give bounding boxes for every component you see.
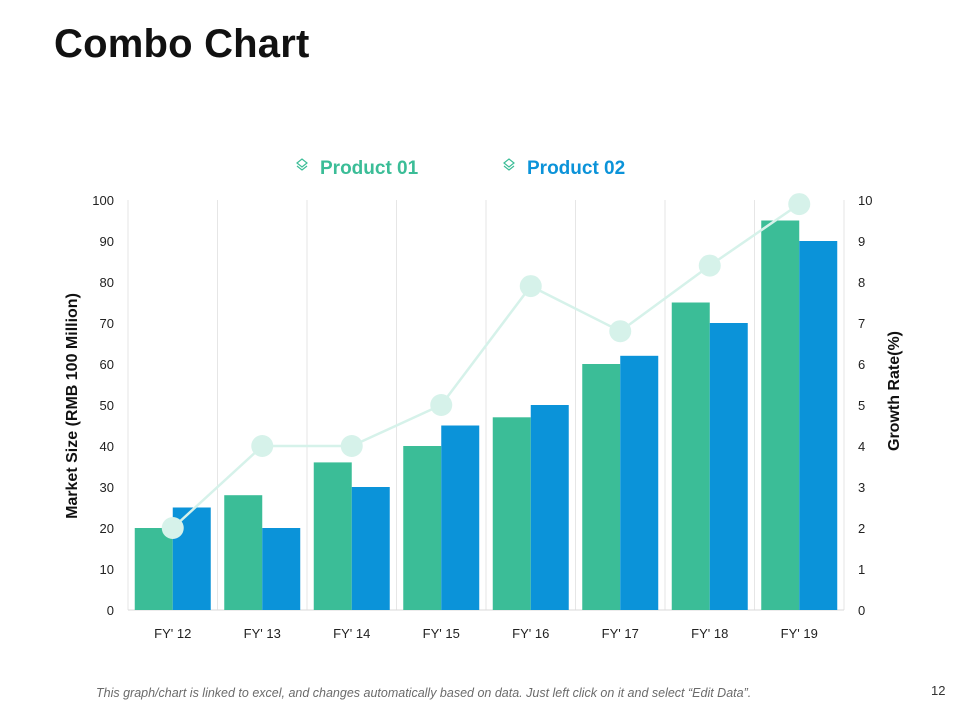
bar-series (134, 220, 838, 610)
page-number: 12 (931, 683, 946, 698)
y-tick-label: 50 (100, 398, 114, 413)
bar-product-01-2 (224, 495, 263, 610)
y2-tick-label: 7 (858, 316, 865, 331)
bar-product-01-6 (582, 364, 621, 610)
x-category-label: FY' 15 (423, 626, 460, 641)
growth-rate-point-4 (430, 394, 453, 416)
growth-rate-point-7 (698, 254, 721, 277)
y-tick-label: 100 (92, 193, 114, 208)
y2-tick-label: 0 (858, 603, 865, 618)
axis-ticks: 0 10 20 30 40 50 60 70 80 90 100 0 1 2 3 4 5 6 7 8 9 10 FY' 12… (92, 193, 872, 641)
bar-product-02-3 (351, 487, 390, 610)
y2-tick-label: 5 (858, 398, 865, 413)
bar-product-01-7 (671, 302, 710, 610)
x-category-label: FY' 17 (602, 626, 639, 641)
y-tick-label: 80 (100, 275, 114, 290)
bar-product-02-4 (441, 425, 480, 610)
y2-tick-label: 6 (858, 357, 865, 372)
x-category-label: FY' 13 (244, 626, 281, 641)
diamond-legend-icon (296, 158, 308, 171)
bar-product-02-2 (262, 528, 301, 610)
growth-line-series (161, 193, 811, 539)
y-tick-label: 40 (100, 439, 114, 454)
growth-rate-point-1 (161, 517, 184, 539)
diamond-legend-icon (503, 158, 515, 171)
bar-product-02-5 (530, 405, 569, 610)
legend-item-product-01[interactable]: Product 01 (294, 158, 418, 180)
y-tick-label: 10 (100, 562, 114, 577)
growth-rate-point-3 (340, 435, 363, 457)
y2-tick-label: 10 (858, 193, 872, 208)
x-category-label: FY' 19 (781, 626, 818, 641)
bar-product-01-4 (403, 446, 442, 610)
legend-item-product-02[interactable]: Product 02 (501, 158, 625, 180)
bar-product-02-8 (799, 241, 838, 610)
bar-product-02-6 (620, 355, 659, 610)
y2-tick-label: 4 (858, 439, 865, 454)
y-axis-title: Market Size (RMB 100 Million) (64, 293, 81, 519)
y2-tick-label: 9 (858, 234, 865, 249)
legend-label-product-01: Product 01 (320, 158, 419, 179)
growth-rate-point-6 (609, 320, 632, 343)
y2-axis-title: Growth Rate(%) (886, 331, 903, 451)
y2-tick-label: 1 (858, 562, 865, 577)
x-category-label: FY' 14 (333, 626, 370, 641)
y-tick-label: 90 (100, 234, 114, 249)
bar-product-01-8 (761, 220, 800, 610)
growth-rate-point-8 (788, 193, 811, 216)
growth-rate-point-2 (251, 435, 274, 457)
y2-tick-label: 3 (858, 480, 865, 495)
y2-tick-label: 8 (858, 275, 865, 290)
y-tick-label: 60 (100, 357, 114, 372)
x-category-label: FY' 18 (691, 626, 728, 641)
slide-title: Combo Chart (54, 22, 310, 66)
y-tick-label: 70 (100, 316, 114, 331)
x-category-label: FY' 12 (154, 626, 191, 641)
y-tick-label: 0 (107, 603, 114, 618)
y-tick-label: 20 (100, 521, 114, 536)
bar-product-02-7 (709, 323, 748, 610)
growth-rate-line (171, 203, 800, 529)
y2-tick-label: 2 (858, 521, 865, 536)
bar-product-01-5 (492, 417, 531, 610)
x-category-label: FY' 16 (512, 626, 549, 641)
growth-rate-point-5 (519, 275, 542, 298)
legend-label-product-02: Product 02 (527, 158, 626, 179)
bar-product-01-1 (134, 528, 173, 610)
chart-legend: Product 01 Product 02 (0, 158, 960, 188)
bar-product-01-3 (313, 462, 352, 610)
footnote: This graph/chart is linked to excel, and… (96, 686, 752, 700)
y-tick-label: 30 (100, 480, 114, 495)
